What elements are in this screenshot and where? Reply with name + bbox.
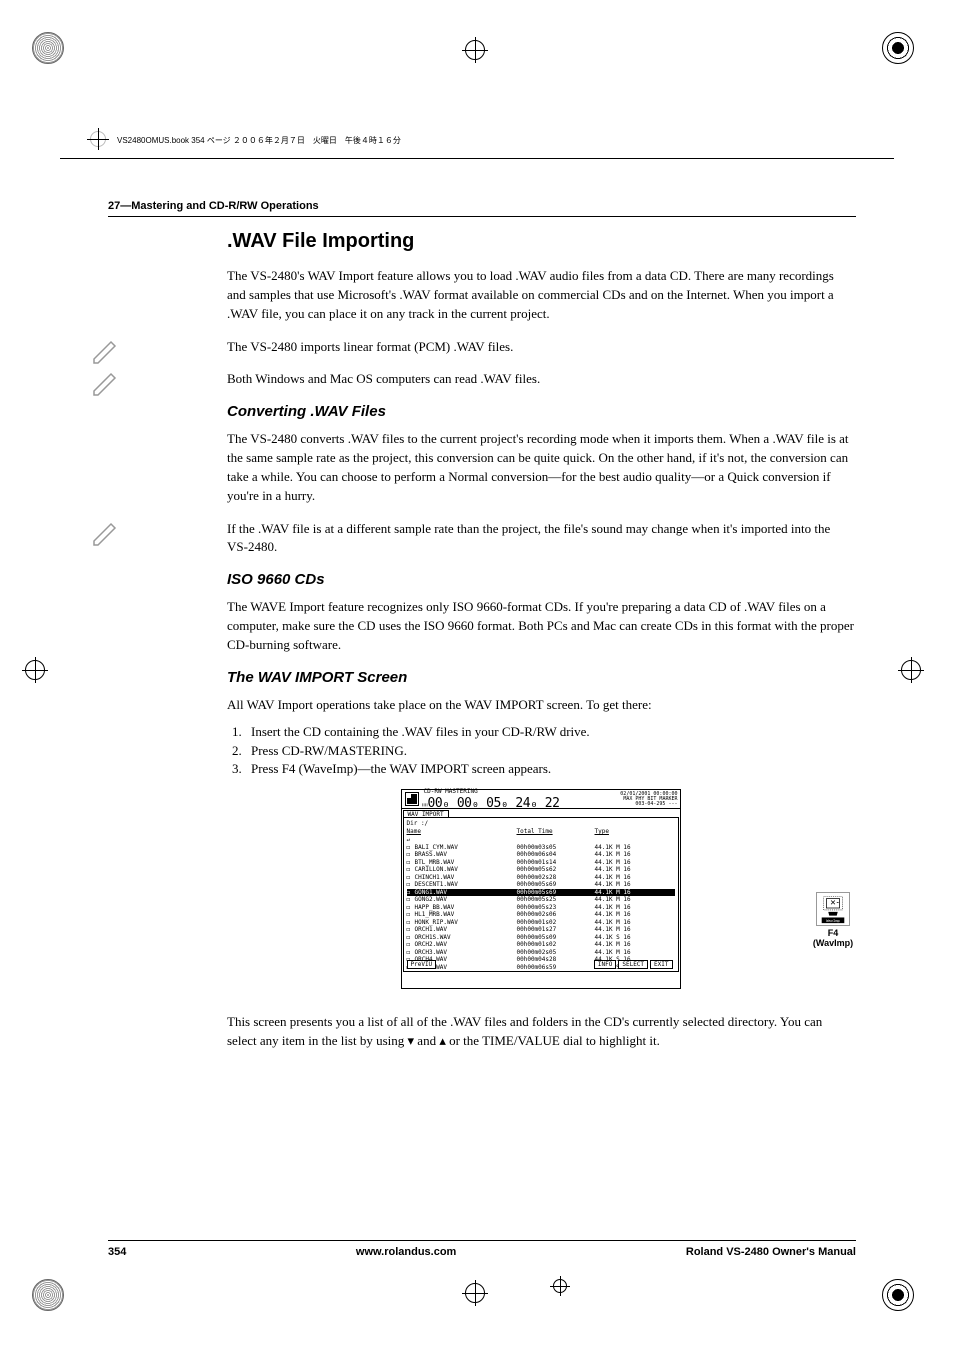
note-pencil-icon	[89, 366, 119, 396]
file-row: ◻ORCH1S.WAV00h00m05s0944.1K S 16	[407, 934, 675, 942]
screenshot-flag-icon	[405, 792, 419, 806]
paragraph-converting: The VS-2480 converts .WAV files to the c…	[227, 430, 854, 505]
wavimp-icon: WavImp	[816, 892, 850, 926]
paragraph-pcm-note: The VS-2480 imports linear format (PCM) …	[227, 338, 854, 357]
file-row: ◻BRASS.WAV00h00m06s0444.1K M 16	[407, 851, 675, 859]
book-header-text: VS2480OMUS.book 354 ページ ２００６年２月７日 火曜日 午後…	[117, 135, 401, 146]
paragraph-iso9660: The WAVE Import feature recognizes only …	[227, 598, 854, 655]
note-pencil-icon	[89, 334, 119, 364]
registration-ring-icon	[32, 32, 64, 64]
paragraph-samplerate-note: If the .WAV file is at a different sampl…	[227, 520, 854, 558]
col-time: Total Time	[517, 828, 595, 835]
heading-iso9660: ISO 9660 CDs	[227, 571, 854, 588]
crosshair-left	[25, 660, 53, 688]
note-pencil-icon	[89, 516, 119, 546]
screenshot-buttons: PreVIU INFO SELECT EXIT	[407, 960, 675, 969]
file-row: ↵	[407, 836, 675, 844]
crosshair-bottom-2	[553, 1279, 581, 1307]
file-row: ◻HAPP_BB.WAV00h00m05s2344.1K M 16	[407, 904, 675, 912]
file-row: ◻ORCH2.WAV00h00m01s0244.1K M 16	[407, 941, 675, 949]
wav-import-screenshot: CD-RW MASTERING ᱿᱿00₀ 00₀ 05₀ 24₀ 22 02/…	[401, 789, 681, 999]
file-row: ◻GONG1.WAV00h00m05s6944.1K M 16	[407, 889, 675, 897]
registration-target-icon	[882, 1279, 914, 1311]
file-row: ◻ORCH1.WAV00h00m01s2744.1K M 16	[407, 926, 675, 934]
file-row: ◻DESCENT1.WAV00h00m05s6944.1K M 16	[407, 881, 675, 889]
heading-wav-import-screen: The WAV IMPORT Screen	[227, 669, 854, 686]
step-3: Press F4 (WaveImp)—the WAV IMPORT screen…	[245, 760, 854, 779]
registration-ring-icon	[32, 1279, 64, 1311]
f4-label: F4 (WavImp)	[812, 928, 854, 948]
f4-callout: WavImp F4 (WavImp)	[812, 892, 854, 948]
step-2: Press CD-RW/MASTERING.	[245, 742, 854, 761]
heading-wav-importing: .WAV File Importing	[227, 230, 854, 253]
section-header: 27—Mastering and CD-R/RW Operations	[108, 196, 856, 217]
col-name: Name	[407, 828, 517, 835]
footer-manual-title: Roland VS-2480 Owner's Manual	[686, 1246, 856, 1258]
screenshot-btn-info: INFO	[594, 960, 616, 969]
page-footer: 354 www.rolandus.com Roland VS-2480 Owne…	[108, 1240, 856, 1258]
file-row: ◻ORCH3.WAV00h00m02s0544.1K M 16	[407, 949, 675, 957]
crosshair-right	[901, 660, 929, 688]
paragraph-screen-desc: This screen presents you a list of all o…	[227, 1013, 854, 1051]
corner-mark-tr	[882, 32, 922, 72]
steps-list: Insert the CD containing the .WAV files …	[245, 723, 854, 780]
col-type: Type	[595, 828, 675, 835]
book-header-icon	[90, 131, 110, 151]
paragraph-screen-intro: All WAV Import operations take place on …	[227, 696, 854, 715]
file-row: ◻HL1_MRB.WAV00h00m02s0644.1K M 16	[407, 911, 675, 919]
file-row: ◻CARILLON.WAV00h00m05s6244.1K M 16	[407, 866, 675, 874]
svg-text:WavImp: WavImp	[826, 919, 840, 923]
content-column: .WAV File Importing The VS-2480's WAV Im…	[227, 230, 854, 1065]
paragraph-os-note: Both Windows and Mac OS computers can re…	[227, 370, 854, 389]
crosshair-top	[465, 40, 493, 68]
file-row: ◻GONG2.WAV00h00m05s2544.1K M 16	[407, 896, 675, 904]
footer-page-number: 354	[108, 1246, 126, 1258]
registration-target-icon	[882, 32, 914, 64]
file-row: ◻CHINCH1.WAV00h00m02s2844.1K M 16	[407, 874, 675, 882]
screenshot-btn-exit: EXIT	[650, 960, 672, 969]
screenshot-timecode: ᱿᱿00₀ 00₀ 05₀ 24₀ 22	[422, 796, 560, 811]
screenshot-dir-label: Dir :/	[407, 820, 675, 827]
footer-url: www.rolandus.com	[356, 1246, 456, 1258]
step-1: Insert the CD containing the .WAV files …	[245, 723, 854, 742]
page: VS2480OMUS.book 354 ページ ２００６年２月７日 火曜日 午後…	[0, 0, 954, 1351]
file-row: ◻BALI_CYM.WAV00h00m03s0544.1K M 16	[407, 844, 675, 852]
file-row: ◻HONK_RIP.WAV00h00m01s0244.1K M 16	[407, 919, 675, 927]
screenshot-btn-select: SELECT	[618, 960, 648, 969]
corner-mark-tl	[32, 32, 72, 72]
header-rule	[60, 158, 894, 159]
screenshot-btn-preview: PreVIU	[407, 960, 437, 969]
screenshot-column-headers: Name Total Time Type	[407, 828, 675, 835]
screenshot-file-list: ↵◻BALI_CYM.WAV00h00m03s0544.1K M 16◻BRAS…	[407, 836, 675, 971]
file-row: ◻BTL_MRB.WAV00h00m01s1444.1K M 16	[407, 859, 675, 867]
screenshot-title: CD-RW MASTERING	[424, 788, 560, 795]
section-header-text: 27—Mastering and CD-R/RW Operations	[108, 200, 319, 212]
paragraph-intro: The VS-2480's WAV Import feature allows …	[227, 267, 854, 324]
heading-converting: Converting .WAV Files	[227, 403, 854, 420]
corner-mark-bl	[32, 1279, 72, 1319]
crosshair-bottom	[465, 1283, 493, 1311]
screenshot-date: 02/01/2001 00:00:00 MAX PHY BIT MARKER 0…	[620, 792, 679, 807]
corner-mark-br	[882, 1279, 922, 1319]
